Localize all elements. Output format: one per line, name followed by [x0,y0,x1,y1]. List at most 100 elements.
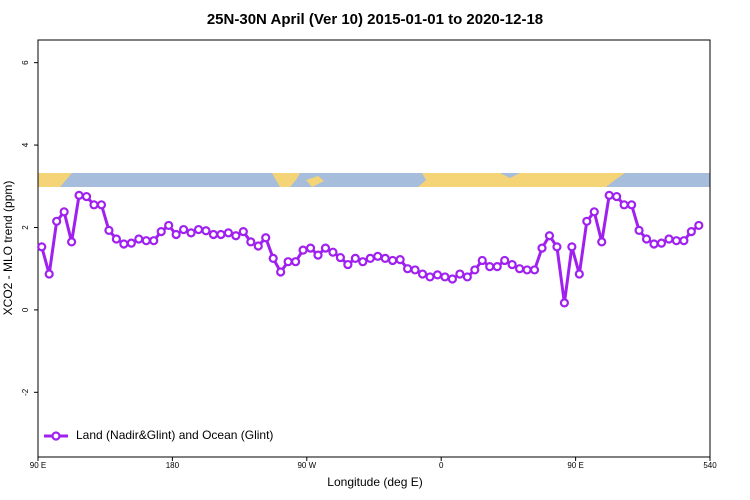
point [410,265,420,275]
point [96,200,107,210]
point [552,242,562,252]
y-tick-label: -2 [21,388,30,396]
point [604,190,614,200]
point [328,247,338,257]
point [574,269,584,279]
plot-frame [37,39,711,458]
y-tick-label: 2 [21,225,30,230]
point [671,236,682,246]
point [612,191,622,202]
point [119,239,129,249]
point [589,207,599,217]
legend-marker [51,431,61,441]
point [679,236,689,246]
point [52,216,62,226]
y-axis-label: XCO2 - MLO trend (ppm) [1,181,15,316]
point [485,262,495,272]
point [59,207,69,217]
point [432,270,443,280]
point [261,233,271,243]
point [656,238,667,248]
point [567,242,577,252]
point [373,251,383,261]
point [440,272,450,282]
point [641,234,652,244]
point [149,236,159,246]
point [74,190,84,200]
point [694,220,704,231]
point [537,243,547,253]
point [179,224,189,235]
point [104,225,114,235]
point [231,231,241,241]
point [455,269,465,279]
point [492,262,502,272]
point [283,257,293,267]
point [126,238,136,248]
point [238,227,248,237]
x-tick-label: 90 W [297,461,316,470]
point [44,269,54,279]
point [246,237,256,247]
point [507,259,517,270]
x-tick-label: 180 [166,461,180,470]
point [81,191,92,202]
point [37,242,47,252]
point [634,225,644,235]
point [403,264,413,274]
point [619,200,629,210]
point [141,236,151,246]
x-tick-label: 540 [703,461,717,470]
point [529,265,540,275]
point [388,255,398,266]
point [193,224,204,235]
point [171,229,181,240]
point [134,234,144,244]
point [500,255,510,266]
point [425,272,435,282]
point [522,265,532,275]
point [477,255,487,266]
point [686,227,696,237]
x-tick-label: 0 [439,461,444,470]
point [253,241,263,251]
point [470,265,480,275]
point [305,243,316,253]
chart-title: 25N-30N April (Ver 10) 2015-01-01 to 202… [207,11,543,28]
point [291,257,301,267]
point [417,269,428,279]
point [447,274,457,284]
point [544,231,555,241]
point [335,252,345,263]
point [223,228,233,238]
point [89,200,99,210]
point [313,250,323,260]
x-tick-label: 90 E [30,461,46,470]
point [649,239,659,249]
point [350,253,360,263]
y-tick-label: 0 [21,307,30,312]
point [365,253,375,263]
point [582,216,592,226]
point [380,253,390,263]
point [268,253,278,263]
point [276,267,286,277]
legend-label: Land (Nadir&Glint) and Ocean (Glint) [76,428,273,442]
point [320,243,331,253]
point [216,229,226,240]
point [201,226,211,236]
x-axis-label: Longitude (deg E) [327,475,422,489]
point [164,220,174,231]
point [66,237,77,247]
x-tick-label: 90 E [567,461,583,470]
point [358,257,368,267]
point [208,229,219,240]
point [395,255,405,265]
y-tick-label: 6 [21,60,30,65]
point [559,298,570,308]
point [462,272,472,282]
y-tick-label: 4 [21,142,30,147]
map-strip [38,173,710,187]
point [156,227,166,237]
